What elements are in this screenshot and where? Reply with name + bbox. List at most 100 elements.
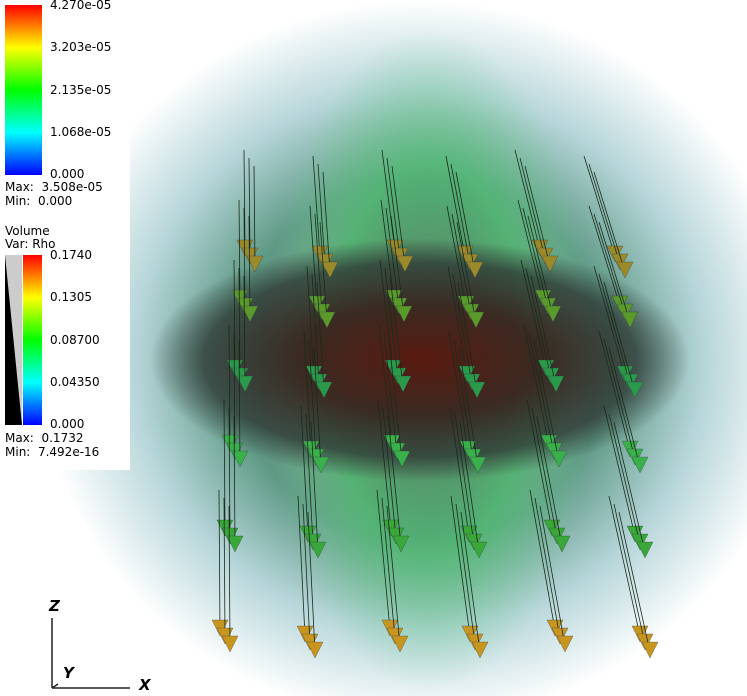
glyph — [384, 267, 399, 379]
glyph — [221, 635, 239, 653]
glyph — [379, 259, 394, 371]
glyph — [396, 255, 414, 273]
glyph — [459, 421, 480, 553]
glyph — [316, 281, 325, 393]
glyph — [514, 149, 541, 251]
tick-label: 0.1740 — [50, 248, 92, 262]
glyph — [616, 261, 634, 279]
axis-y — [51, 683, 59, 689]
glyph — [598, 330, 631, 452]
glyph — [527, 215, 554, 317]
glyph — [598, 273, 631, 385]
glyph — [523, 324, 550, 446]
glyph — [382, 407, 397, 539]
glyph — [297, 495, 306, 637]
glyph — [388, 340, 403, 462]
glyph — [468, 381, 486, 399]
glyph — [457, 281, 478, 393]
glyph — [381, 149, 396, 251]
glyph — [305, 413, 314, 545]
glyph — [525, 267, 552, 379]
legend-min: Min: 7.492e-16 — [5, 445, 100, 459]
glyph — [238, 199, 241, 301]
glyph — [223, 399, 226, 531]
glyph — [218, 489, 221, 631]
glyph — [458, 346, 479, 468]
glyph — [641, 641, 659, 659]
glyph — [603, 281, 636, 393]
glyph — [233, 332, 236, 454]
glyph — [243, 207, 246, 309]
glyph — [588, 205, 621, 307]
glyph — [318, 311, 336, 329]
glyph — [522, 207, 549, 309]
glyph — [377, 399, 392, 531]
tick-label: 0.08700 — [50, 333, 100, 347]
glyph — [387, 415, 402, 547]
glyph — [450, 163, 471, 265]
glyph — [381, 497, 396, 639]
glyph — [583, 155, 616, 257]
glyph — [306, 265, 315, 377]
glyph — [526, 399, 553, 531]
colorbar-volume — [23, 255, 42, 425]
glyph — [383, 332, 398, 454]
glyph — [386, 505, 401, 647]
glyph — [319, 221, 328, 323]
glyph — [456, 221, 477, 323]
tick-label: 0.04350 — [50, 375, 100, 389]
vector-glyphs — [211, 149, 659, 659]
tick-label: 0.1305 — [50, 290, 92, 304]
colorbar-vector — [5, 5, 42, 175]
axis-label-x: X — [139, 676, 151, 694]
glyph — [391, 635, 409, 653]
glyph — [248, 157, 251, 259]
glyph — [530, 275, 557, 387]
glyph — [550, 450, 568, 468]
glyph — [593, 171, 626, 273]
glyph — [223, 497, 226, 639]
legend-var: Var: Rho — [5, 237, 56, 251]
glyph — [608, 495, 641, 637]
glyph — [466, 261, 484, 279]
glyph — [449, 405, 470, 537]
glyph — [236, 375, 254, 393]
glyph — [536, 415, 563, 547]
glyph — [553, 535, 571, 553]
glyph — [524, 165, 551, 267]
glyph — [471, 641, 489, 659]
glyph — [312, 155, 321, 257]
glyph — [308, 338, 317, 460]
glyph — [450, 495, 471, 637]
tick-label: 0.000 — [50, 167, 85, 181]
glyph — [376, 489, 391, 631]
glyph — [322, 171, 331, 273]
glyph — [556, 635, 574, 653]
glyph — [253, 165, 256, 267]
opacity-ramp — [5, 255, 22, 425]
glyph — [448, 330, 469, 452]
glyph — [243, 275, 246, 387]
glyph — [378, 324, 393, 446]
glyph — [603, 405, 636, 537]
glyph — [395, 305, 413, 323]
glyph — [315, 381, 333, 399]
legend-title: Volume — [5, 224, 50, 238]
glyph — [470, 541, 488, 559]
glyph — [385, 207, 400, 309]
glyph — [380, 199, 395, 301]
glyph — [312, 456, 330, 474]
glyph — [451, 213, 472, 315]
tick-label: 0.000 — [50, 417, 85, 431]
glyph — [246, 255, 264, 273]
glyph — [547, 375, 565, 393]
glyph — [307, 511, 316, 653]
glyph — [321, 261, 339, 279]
glyph — [593, 213, 626, 315]
glyph — [455, 503, 476, 645]
glyph — [447, 265, 468, 377]
tick-label: 1.068e-05 — [50, 125, 112, 139]
glyph — [534, 497, 561, 639]
glyph — [394, 375, 412, 393]
glyph — [313, 346, 322, 468]
